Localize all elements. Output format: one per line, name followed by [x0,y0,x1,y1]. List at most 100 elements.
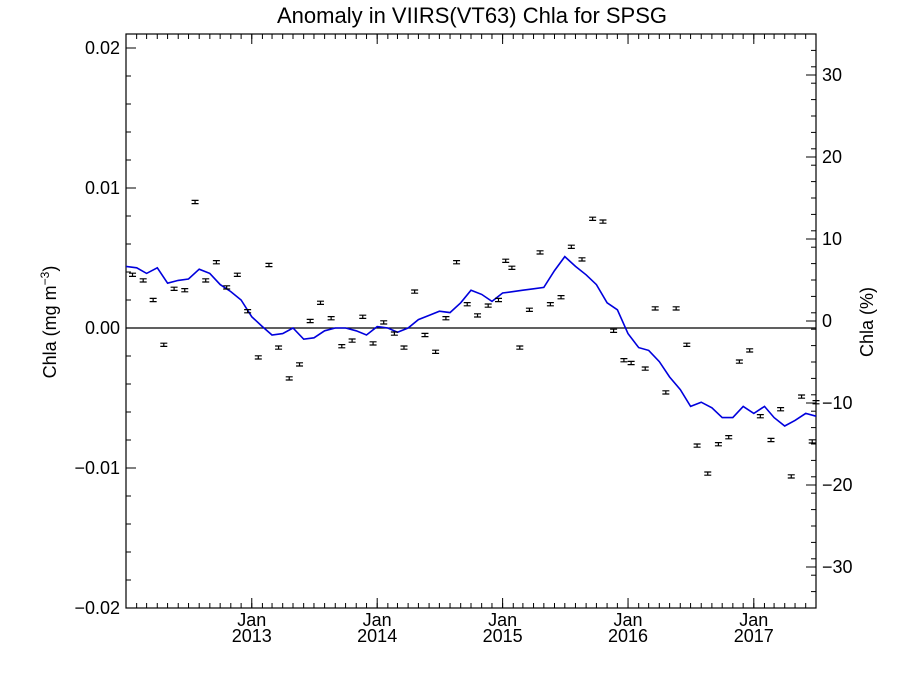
error-bar [787,474,795,479]
error-bar [254,355,262,360]
error-bar [421,332,429,338]
error-bar [316,300,324,305]
data-point [181,288,189,293]
data-point [129,272,137,277]
data-point [735,359,743,364]
error-bar [714,442,722,447]
data-point [306,318,314,324]
data-point [725,435,733,440]
error-bar [662,390,670,395]
data-point [139,278,147,283]
error-bar [798,394,806,399]
error-bar [627,360,635,366]
error-bar [725,435,733,440]
error-bar [265,262,273,268]
data-point [233,272,241,277]
error-bar [327,316,335,321]
data-point [610,328,618,333]
data-point [421,332,429,338]
series-line-group [125,255,817,427]
y-axis-left-label: Chla (mg m−3) [38,266,60,379]
error-bar [746,348,754,353]
data-point [275,345,283,350]
error-bar [672,306,680,311]
error-bar [285,376,293,381]
plot-frame [125,33,817,609]
data-point [808,439,816,444]
data-point [494,297,502,303]
error-bar [181,288,189,293]
data-point [798,394,806,399]
error-bar [494,297,502,303]
error-bar [599,219,607,224]
data-point [400,345,408,350]
error-bar [525,307,533,312]
x-tick-label-month: Jan [363,610,392,630]
error-bar [380,320,388,325]
data-point [502,258,510,263]
data-point [411,289,419,294]
error-bar [191,199,199,205]
error-bar [767,437,775,443]
error-bar [348,338,356,343]
error-bar [693,443,701,448]
data-point [756,414,764,419]
error-bar [400,345,408,350]
error-bar [296,362,304,367]
data-point [369,341,377,346]
error-bar [516,345,524,350]
error-bar [641,366,649,371]
data-point [338,344,346,349]
y-right-tick-label: −30 [822,557,853,577]
error-bar [474,313,482,318]
data-point [149,297,157,303]
data-point [787,474,795,479]
error-bar [484,303,492,308]
y-right-tick-label: −10 [822,393,853,413]
data-point [683,342,691,347]
error-bar [557,295,565,300]
data-point [484,303,492,308]
error-bar [453,260,461,265]
data-point [516,345,524,350]
y-left-tick-label: 0.00 [85,318,120,338]
data-point [651,306,659,311]
data-point [170,286,178,291]
y-left-tick-label: 0.02 [85,38,120,58]
data-point [672,306,680,311]
data-point [254,355,262,360]
x-tick-label-year: 2013 [232,626,272,646]
data-point [546,302,554,307]
y-right-tick-label: −20 [822,475,853,495]
error-bar [620,358,628,363]
error-bar [567,244,575,249]
y-right-tick-label: 30 [822,65,842,85]
data-point [285,376,293,381]
x-tick-label-month: Jan [237,610,266,630]
error-bar [244,309,252,314]
chart-title: Anomaly in VIIRS(VT63) Chla for SPSG [277,3,667,28]
error-bar [139,278,147,283]
data-point [557,295,565,300]
data-point [693,443,701,448]
y-left-tick-label: −0.02 [74,598,120,618]
data-point [567,244,575,249]
error-bar [536,250,544,255]
x-tick-label-year: 2016 [608,626,648,646]
data-point [296,362,304,367]
error-bar [735,359,743,364]
data-point [453,260,461,265]
data-point [390,331,398,336]
data-point [265,262,273,268]
x-tick-label-month: Jan [739,610,768,630]
error-bar [777,407,785,412]
data-point [536,250,544,255]
axes: −0.02 −0.01 0.00 0.01 0.02 −30 −20 −10 0 10 20 30 Ja… [74,33,853,646]
error-bar [502,258,510,263]
error-bar [338,344,346,349]
error-bar [275,345,283,350]
data-point [348,338,356,343]
data-point [202,278,210,283]
y-axis-left-label-text: Chla (mg m [40,285,60,378]
error-bar [369,341,377,346]
